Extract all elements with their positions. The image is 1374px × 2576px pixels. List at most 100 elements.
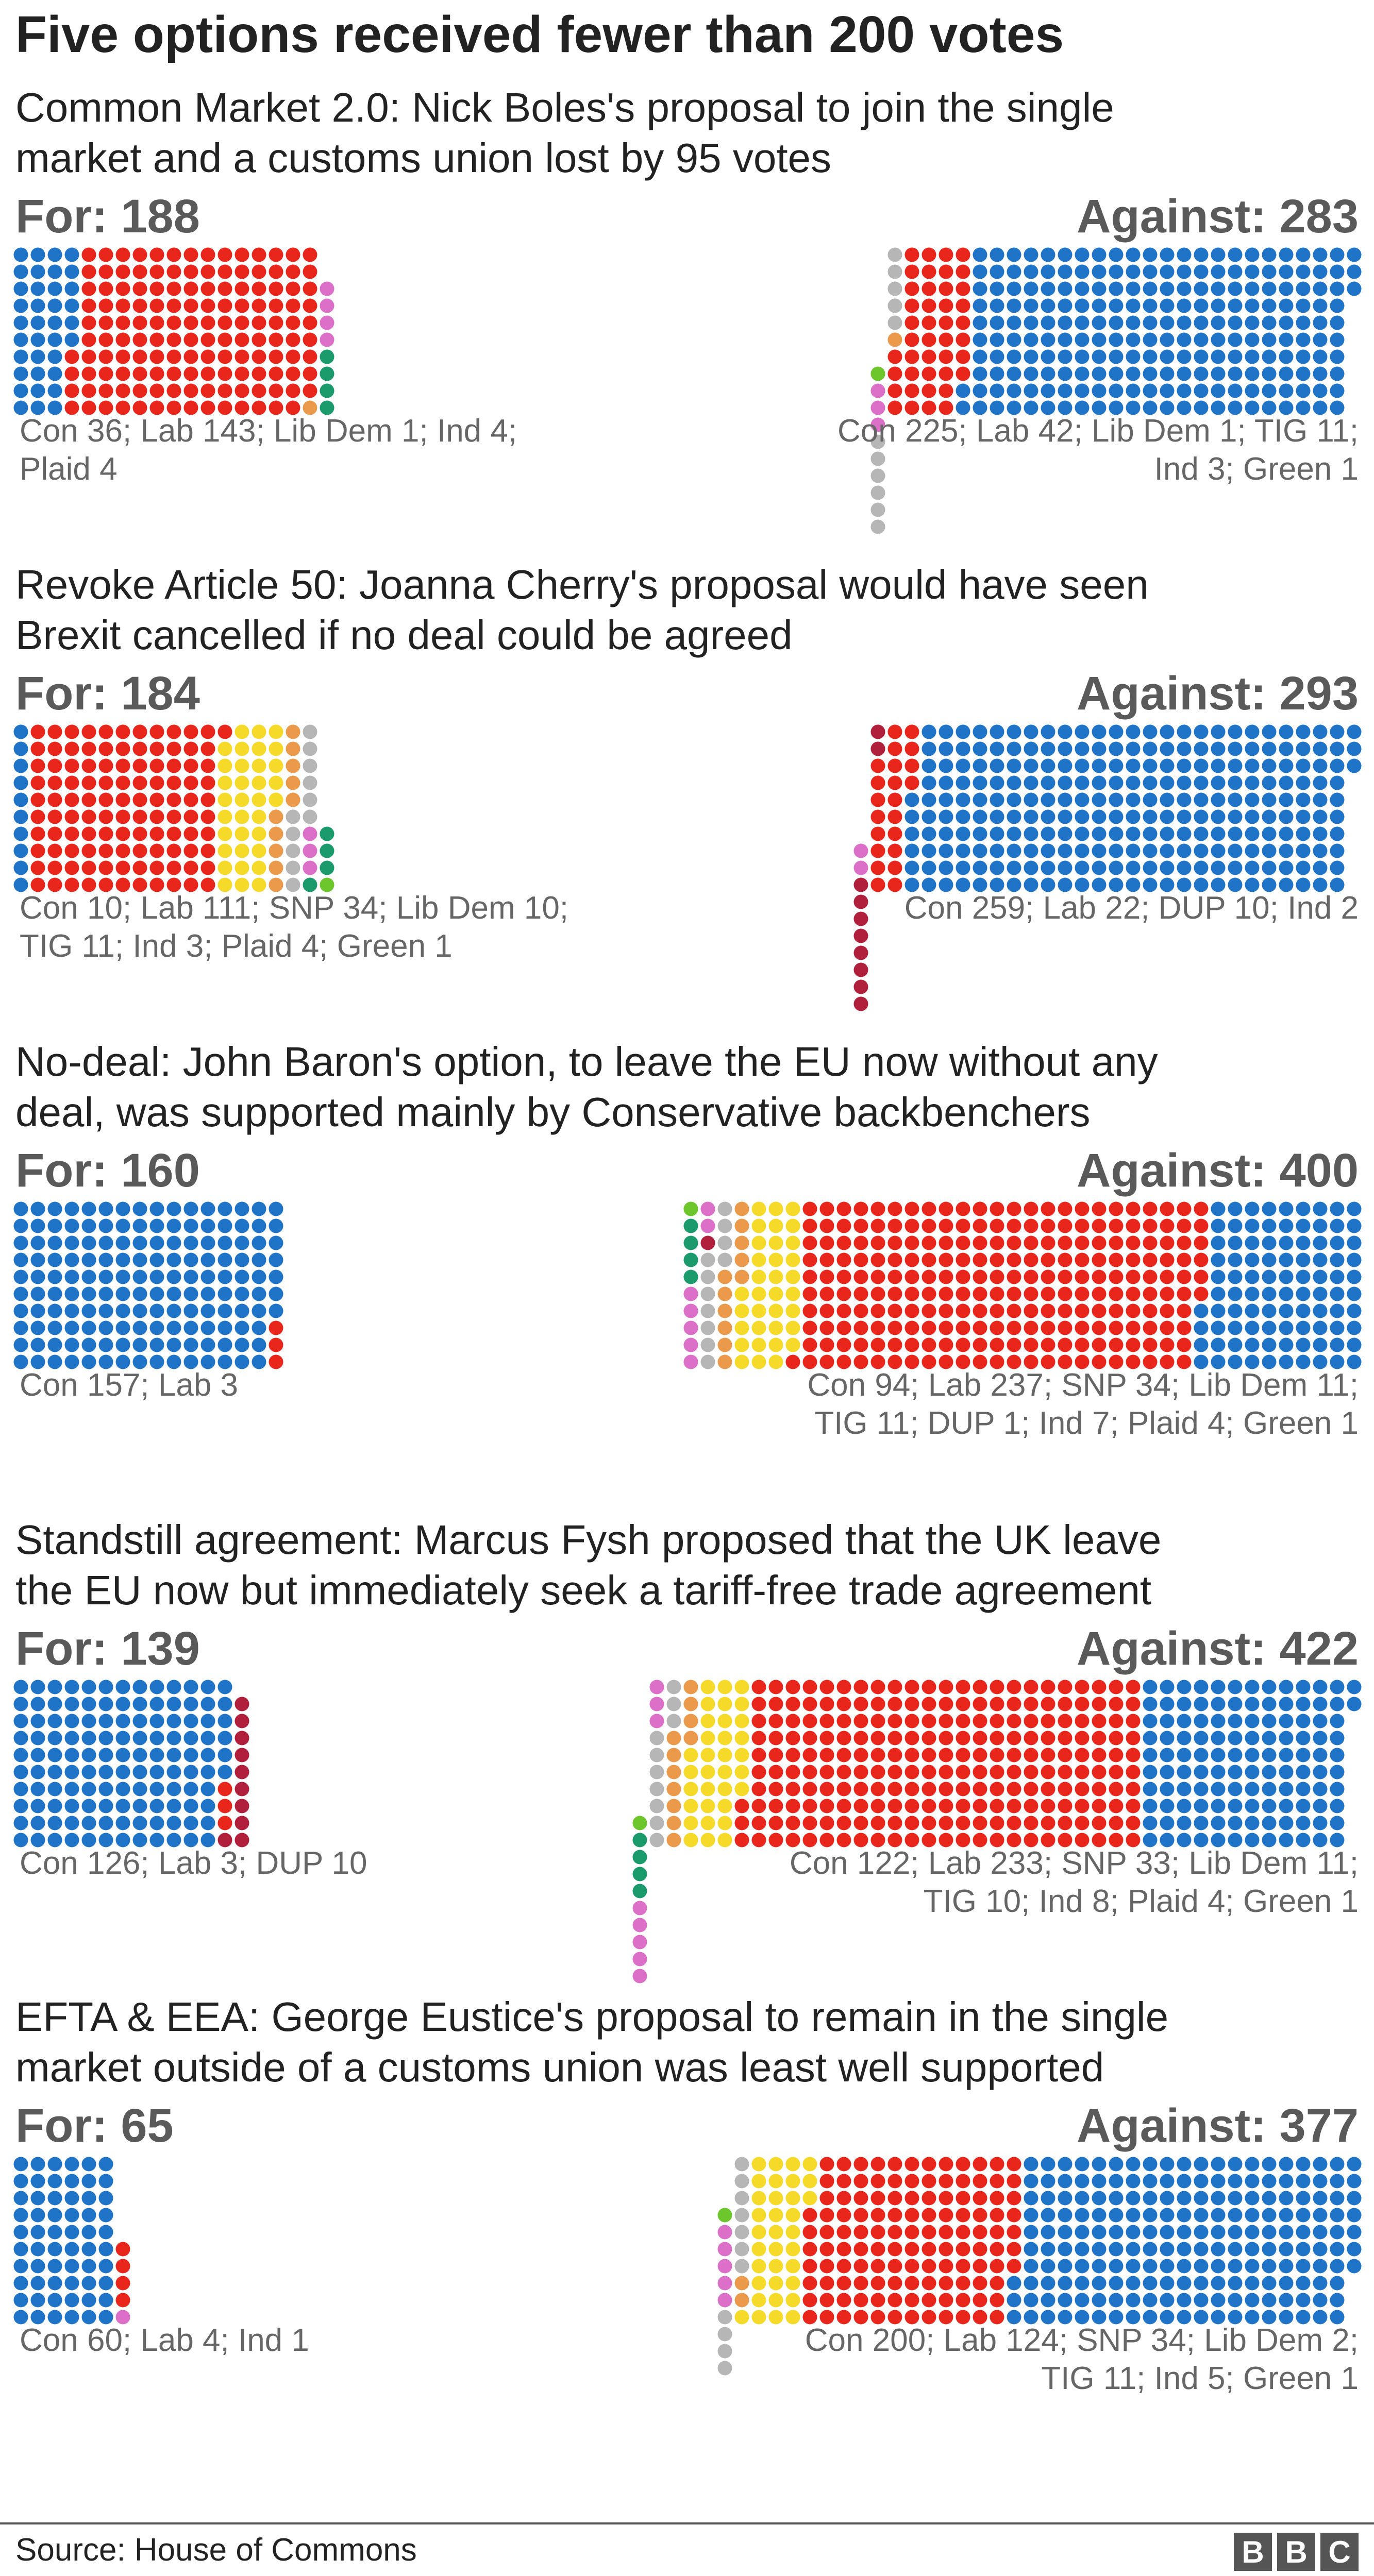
vote-dot — [887, 758, 902, 773]
vote-dot — [64, 2157, 79, 2172]
vote-dot — [1160, 1303, 1175, 1318]
vote-dot — [990, 2191, 1004, 2206]
vote-dot — [1092, 1354, 1107, 1369]
vote-dot — [700, 1799, 715, 1814]
vote-dot — [1041, 2259, 1055, 2274]
vote-dot — [47, 843, 62, 858]
vote-dot — [1211, 2242, 1226, 2257]
vote-dot — [870, 2174, 885, 2189]
vote-dot — [973, 758, 987, 773]
vote-dot — [1194, 1748, 1209, 1762]
vote-dot — [217, 315, 232, 330]
vote-dot — [939, 2225, 953, 2240]
vote-dot — [13, 2293, 28, 2308]
vote-dot — [1024, 1833, 1038, 1848]
vote-dot — [1058, 1799, 1073, 1814]
vote-dot — [956, 1303, 970, 1318]
vote-dot — [1245, 1354, 1260, 1369]
vote-dot — [1279, 2157, 1294, 2172]
vote-dot — [1041, 2276, 1055, 2291]
vote-dot — [1007, 1714, 1021, 1728]
vote-dot — [1313, 843, 1328, 858]
vote-dot — [286, 775, 300, 790]
vote-dot — [1262, 2174, 1277, 2189]
vote-dot — [1160, 1765, 1175, 1780]
vote-dot — [1092, 281, 1107, 296]
vote-dot — [904, 1269, 919, 1284]
vote-dot — [98, 1765, 113, 1780]
vote-dot — [1245, 400, 1260, 415]
vote-dot — [649, 1714, 664, 1728]
vote-dot — [1330, 1235, 1345, 1250]
vote-dot — [1160, 1714, 1175, 1728]
vote-dot — [1143, 1680, 1158, 1694]
vote-dot — [30, 724, 45, 739]
vote-dot — [81, 1799, 96, 1814]
vote-dot — [1296, 2174, 1311, 2189]
vote-dot — [887, 860, 902, 875]
vote-dot — [30, 741, 45, 756]
vote-dot — [1075, 2276, 1090, 2291]
vote-dot — [166, 1218, 181, 1233]
vote-dot — [785, 2310, 800, 2325]
vote-dot — [1279, 724, 1294, 739]
vote-dot — [252, 366, 266, 381]
vote-dot — [81, 1235, 96, 1250]
vote-dot — [115, 724, 130, 739]
vote-dot — [64, 1697, 79, 1711]
vote-dot — [183, 860, 198, 875]
vote-dot — [1024, 877, 1038, 892]
vote-dot — [904, 1714, 919, 1728]
vote-dot — [30, 843, 45, 858]
vote-dot — [1041, 1320, 1055, 1335]
vote-dot — [734, 1799, 749, 1814]
vote-dot — [887, 281, 902, 296]
vote-dot — [1075, 826, 1090, 841]
vote-dot — [13, 1833, 28, 1848]
vote-dot — [887, 809, 902, 824]
vote-dot — [47, 1320, 62, 1335]
vote-dot — [717, 1816, 732, 1831]
vote-dot — [1160, 741, 1175, 756]
vote-dot — [183, 843, 198, 858]
vote-dot — [1279, 2191, 1294, 2206]
vote-dot — [98, 1218, 113, 1233]
vote-dot — [115, 843, 130, 858]
vote-dot — [1109, 298, 1124, 313]
vote-dot — [1262, 1286, 1277, 1301]
vote-dot — [1126, 741, 1141, 756]
vote-dot — [1330, 1782, 1345, 1797]
vote-dot — [734, 1252, 749, 1267]
vote-dot — [734, 2259, 749, 2274]
vote-dot — [1041, 792, 1055, 807]
vote-dot — [904, 400, 919, 415]
vote-dot — [921, 264, 936, 279]
vote-dot — [1092, 2242, 1107, 2257]
vote-dot — [1109, 2276, 1124, 2291]
vote-dot — [956, 2276, 970, 2291]
vote-dot — [1330, 298, 1345, 313]
vote-dot — [632, 1850, 647, 1865]
vote-dot — [1024, 349, 1038, 364]
vote-dot — [1262, 877, 1277, 892]
vote-dot — [234, 1303, 249, 1318]
vote-dot — [1007, 2276, 1021, 2291]
vote-dot — [649, 1731, 664, 1745]
vote-dot — [98, 724, 113, 739]
vote-dot — [853, 860, 868, 875]
vote-dot — [1177, 1218, 1192, 1233]
vote-dot — [200, 383, 215, 398]
vote-dot — [853, 1269, 868, 1284]
vote-dot — [1126, 1799, 1141, 1814]
vote-dot — [149, 1269, 164, 1284]
vote-dot — [303, 741, 317, 756]
vote-dot — [1007, 1269, 1021, 1284]
vote-dot — [836, 1799, 851, 1814]
vote-dot — [717, 1354, 732, 1369]
vote-dot — [1075, 349, 1090, 364]
vote-dot — [183, 1320, 198, 1335]
vote-dot — [1126, 2208, 1141, 2223]
vote-dot — [149, 1201, 164, 1216]
vote-dot — [1228, 281, 1243, 296]
vote-dot — [149, 1697, 164, 1711]
